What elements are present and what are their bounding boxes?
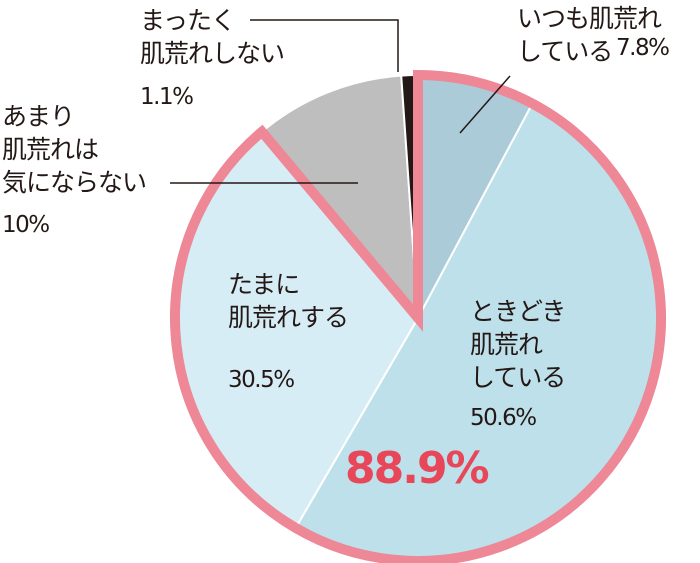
- value-label: 10%: [2, 212, 50, 238]
- category-label: たまに 肌荒れする: [228, 270, 349, 332]
- value-label: 30.5%: [228, 367, 295, 393]
- value-label: 50.6%: [470, 405, 537, 431]
- category-label: ときどき 肌荒れ している: [470, 297, 566, 392]
- leader-line: [250, 19, 399, 72]
- category-label: まったく 肌荒れしない: [140, 6, 285, 68]
- highlight-outline: [170, 69, 666, 563]
- leader-line: [459, 75, 511, 134]
- category-label: あまり 肌荒れは 気にならない: [2, 102, 147, 197]
- value-label: 1.1%: [140, 84, 194, 110]
- annotation: 88.9%: [345, 443, 490, 494]
- category-label: いつも肌荒れ している: [517, 4, 662, 66]
- value-label: 7.8%: [616, 35, 670, 61]
- pie-slice: [260, 74, 420, 322]
